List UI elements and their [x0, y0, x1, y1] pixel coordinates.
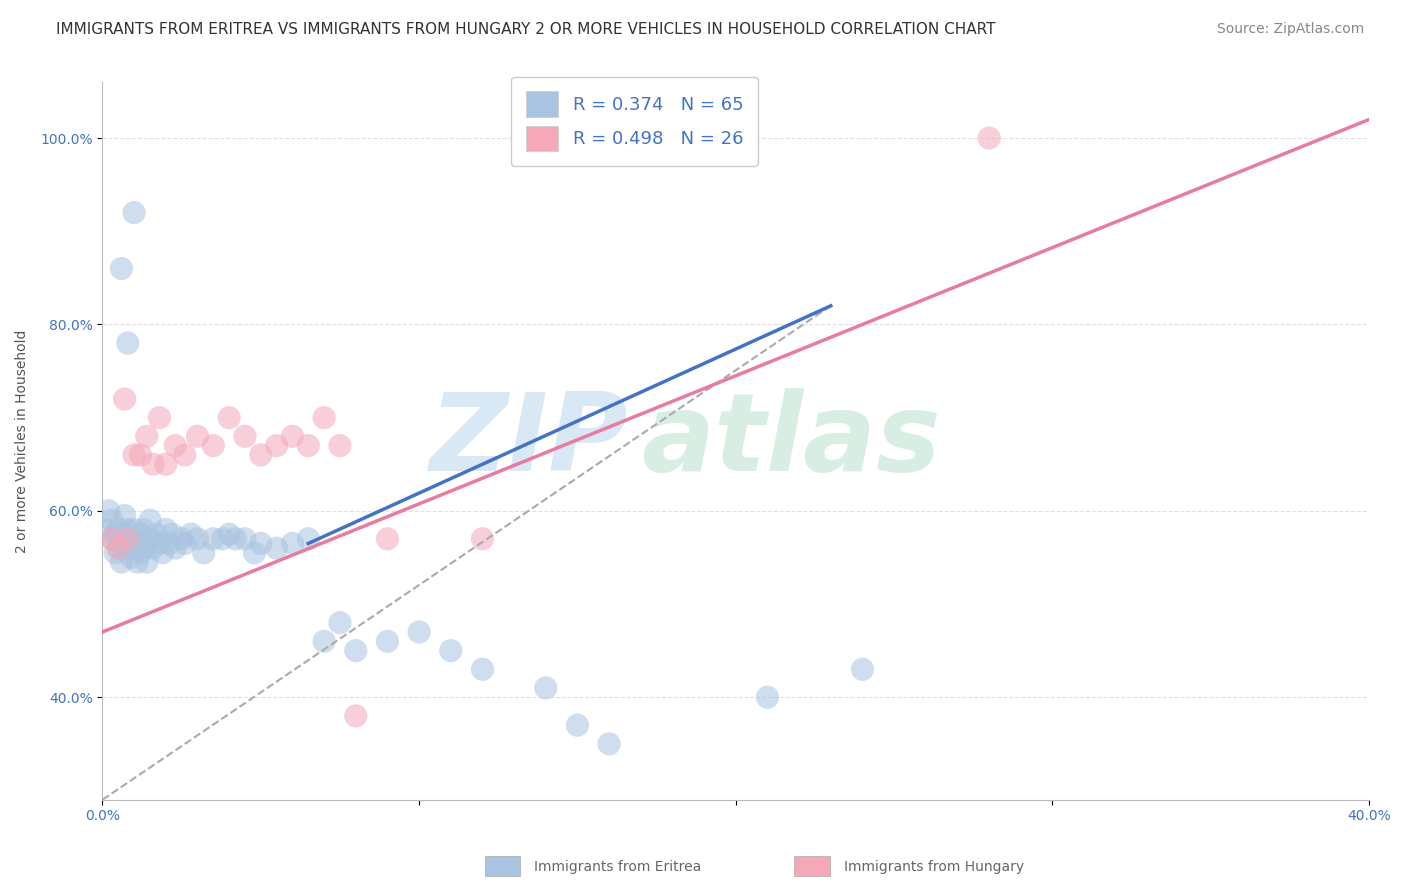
- Point: [120, 532, 142, 546]
- Point: [142, 457, 165, 471]
- Point: [101, 532, 124, 546]
- Point: [598, 737, 620, 751]
- Point: [471, 532, 494, 546]
- Point: [314, 410, 336, 425]
- Point: [152, 546, 174, 560]
- Point: [155, 457, 177, 471]
- Point: [233, 532, 256, 546]
- Point: [107, 541, 129, 555]
- Point: [314, 634, 336, 648]
- Point: [344, 643, 367, 657]
- Point: [218, 410, 240, 425]
- Point: [170, 532, 193, 546]
- Point: [173, 448, 195, 462]
- Point: [202, 439, 225, 453]
- Text: ZIP: ZIP: [430, 388, 628, 494]
- Text: Immigrants from Hungary: Immigrants from Hungary: [844, 860, 1024, 874]
- Point: [567, 718, 589, 732]
- Point: [471, 662, 494, 676]
- Point: [193, 546, 215, 560]
- Point: [129, 527, 152, 541]
- Point: [148, 536, 170, 550]
- Point: [127, 536, 149, 550]
- Point: [117, 532, 139, 546]
- Y-axis label: 2 or more Vehicles in Household: 2 or more Vehicles in Household: [15, 329, 30, 553]
- Text: Immigrants from Eritrea: Immigrants from Eritrea: [534, 860, 702, 874]
- Point: [377, 634, 399, 648]
- Point: [211, 532, 233, 546]
- Point: [107, 541, 129, 555]
- Point: [132, 541, 155, 555]
- Point: [186, 532, 208, 546]
- Point: [756, 690, 779, 705]
- Point: [142, 541, 165, 555]
- Point: [281, 536, 304, 550]
- Point: [127, 555, 149, 569]
- Point: [243, 546, 266, 560]
- Point: [165, 439, 187, 453]
- Point: [104, 546, 127, 560]
- Point: [139, 513, 162, 527]
- Point: [266, 541, 288, 555]
- Point: [148, 410, 170, 425]
- Point: [145, 527, 167, 541]
- Point: [101, 513, 124, 527]
- Point: [534, 681, 557, 695]
- Point: [114, 392, 136, 406]
- Point: [114, 508, 136, 523]
- Point: [329, 615, 352, 630]
- Point: [408, 625, 430, 640]
- Text: IMMIGRANTS FROM ERITREA VS IMMIGRANTS FROM HUNGARY 2 OR MORE VEHICLES IN HOUSEHO: IMMIGRANTS FROM ERITREA VS IMMIGRANTS FR…: [56, 22, 995, 37]
- Point: [165, 541, 187, 555]
- Point: [344, 709, 367, 723]
- Point: [157, 536, 180, 550]
- Point: [120, 550, 142, 565]
- Point: [104, 527, 127, 541]
- Legend: R = 0.374   N = 65, R = 0.498   N = 26: R = 0.374 N = 65, R = 0.498 N = 26: [512, 77, 758, 166]
- Point: [122, 523, 145, 537]
- Point: [218, 527, 240, 541]
- Point: [249, 448, 271, 462]
- Point: [281, 429, 304, 443]
- Point: [122, 448, 145, 462]
- Point: [110, 555, 132, 569]
- Point: [979, 131, 1001, 145]
- Point: [160, 527, 183, 541]
- Point: [117, 336, 139, 351]
- Point: [122, 205, 145, 219]
- Point: [173, 536, 195, 550]
- Point: [377, 532, 399, 546]
- Point: [110, 536, 132, 550]
- Point: [97, 504, 120, 518]
- Point: [297, 439, 319, 453]
- Text: Source: ZipAtlas.com: Source: ZipAtlas.com: [1216, 22, 1364, 37]
- Point: [180, 527, 202, 541]
- Point: [233, 429, 256, 443]
- Point: [114, 527, 136, 541]
- Point: [135, 555, 157, 569]
- Text: atlas: atlas: [641, 388, 941, 494]
- Point: [851, 662, 873, 676]
- Point: [186, 429, 208, 443]
- Point: [129, 546, 152, 560]
- Point: [132, 523, 155, 537]
- Point: [110, 261, 132, 276]
- Point: [135, 429, 157, 443]
- Point: [297, 532, 319, 546]
- Point: [129, 448, 152, 462]
- Point: [139, 532, 162, 546]
- Point: [249, 536, 271, 550]
- Point: [94, 523, 117, 537]
- Point: [329, 439, 352, 453]
- Point: [117, 541, 139, 555]
- Point: [155, 523, 177, 537]
- Point: [122, 541, 145, 555]
- Point: [224, 532, 246, 546]
- Point: [440, 643, 463, 657]
- Point: [107, 523, 129, 537]
- Point: [101, 532, 124, 546]
- Point: [202, 532, 225, 546]
- Point: [266, 439, 288, 453]
- Point: [117, 523, 139, 537]
